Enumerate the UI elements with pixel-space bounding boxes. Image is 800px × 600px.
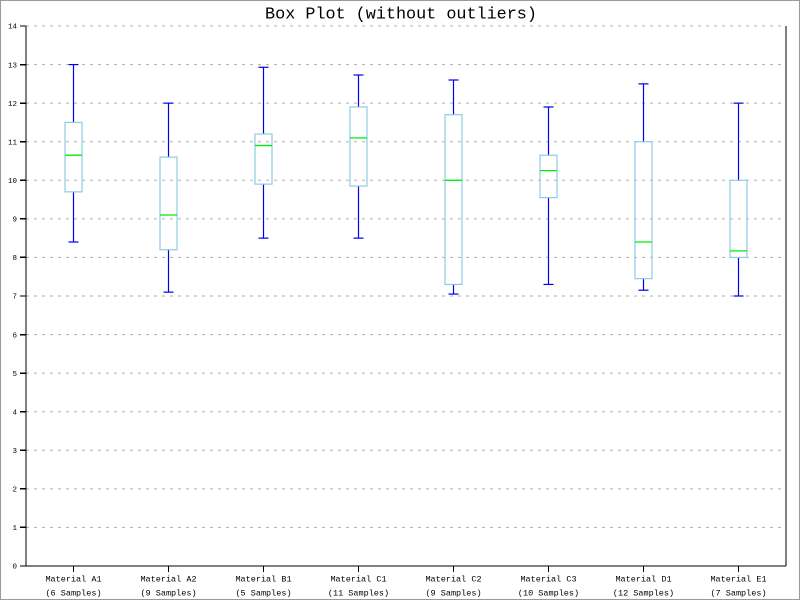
- svg-text:0: 0: [12, 564, 17, 572]
- svg-text:(7 Samples): (7 Samples): [710, 589, 766, 599]
- svg-text:Material C2: Material C2: [425, 575, 481, 585]
- svg-text:(9 Samples): (9 Samples): [425, 589, 481, 599]
- svg-text:12: 12: [8, 101, 17, 109]
- svg-text:Material A1: Material A1: [45, 575, 101, 585]
- svg-text:11: 11: [8, 139, 18, 147]
- svg-text:3: 3: [12, 448, 17, 456]
- svg-text:1: 1: [12, 525, 17, 533]
- svg-text:Material C3: Material C3: [520, 575, 576, 585]
- svg-text:Material E1: Material E1: [710, 575, 766, 585]
- svg-text:Material C1: Material C1: [330, 575, 386, 585]
- svg-text:Material A2: Material A2: [140, 575, 196, 585]
- svg-text:(11 Samples): (11 Samples): [328, 589, 389, 599]
- svg-text:(12 Samples): (12 Samples): [613, 589, 674, 599]
- svg-text:(9 Samples): (9 Samples): [140, 589, 196, 599]
- svg-text:10: 10: [8, 178, 18, 186]
- svg-text:13: 13: [8, 62, 18, 70]
- svg-text:14: 14: [8, 24, 18, 32]
- svg-text:7: 7: [12, 294, 17, 302]
- svg-text:(10 Samples): (10 Samples): [518, 589, 579, 599]
- svg-text:5: 5: [12, 371, 17, 379]
- svg-text:(6 Samples): (6 Samples): [45, 589, 101, 599]
- svg-text:2: 2: [12, 487, 17, 495]
- svg-text:9: 9: [12, 217, 17, 225]
- svg-text:Material B1: Material B1: [235, 575, 291, 585]
- svg-text:Box Plot (without outliers): Box Plot (without outliers): [265, 6, 537, 25]
- svg-text:6: 6: [12, 332, 17, 340]
- svg-text:(5 Samples): (5 Samples): [235, 589, 291, 599]
- svg-text:Material D1: Material D1: [615, 575, 671, 585]
- svg-text:8: 8: [12, 255, 17, 263]
- svg-text:4: 4: [12, 409, 17, 417]
